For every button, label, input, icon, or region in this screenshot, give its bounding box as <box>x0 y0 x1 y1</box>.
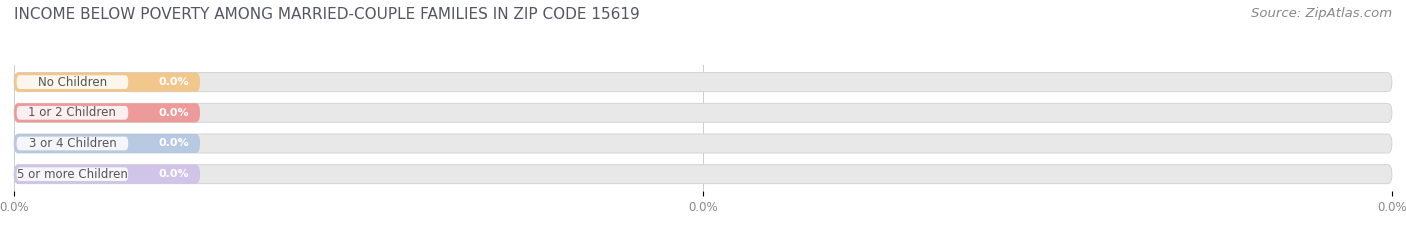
FancyBboxPatch shape <box>17 137 128 150</box>
Text: Source: ZipAtlas.com: Source: ZipAtlas.com <box>1251 7 1392 20</box>
FancyBboxPatch shape <box>14 134 200 153</box>
FancyBboxPatch shape <box>14 165 1392 184</box>
Text: 0.0%: 0.0% <box>159 169 188 179</box>
Text: No Children: No Children <box>38 76 107 89</box>
Text: 1 or 2 Children: 1 or 2 Children <box>28 106 117 119</box>
FancyBboxPatch shape <box>14 165 200 184</box>
Text: 0.0%: 0.0% <box>159 108 188 118</box>
FancyBboxPatch shape <box>14 103 1392 122</box>
Text: INCOME BELOW POVERTY AMONG MARRIED-COUPLE FAMILIES IN ZIP CODE 15619: INCOME BELOW POVERTY AMONG MARRIED-COUPL… <box>14 7 640 22</box>
FancyBboxPatch shape <box>17 106 128 120</box>
Text: 0.0%: 0.0% <box>159 77 188 87</box>
FancyBboxPatch shape <box>14 73 1392 92</box>
FancyBboxPatch shape <box>14 134 1392 153</box>
FancyBboxPatch shape <box>14 73 200 92</box>
Text: 3 or 4 Children: 3 or 4 Children <box>28 137 117 150</box>
Text: 0.0%: 0.0% <box>159 138 188 148</box>
Text: 5 or more Children: 5 or more Children <box>17 168 128 181</box>
FancyBboxPatch shape <box>17 167 128 181</box>
FancyBboxPatch shape <box>14 103 200 122</box>
FancyBboxPatch shape <box>17 75 128 89</box>
